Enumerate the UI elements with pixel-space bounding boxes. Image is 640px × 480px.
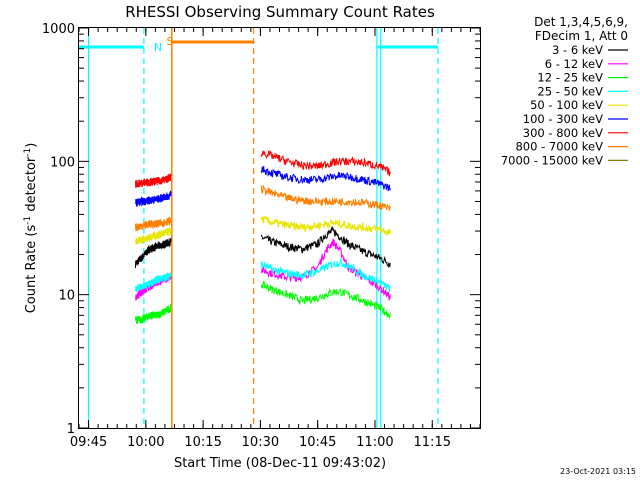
series-line-4 <box>135 226 172 245</box>
footer-date: 23-Oct-2021 03:15 <box>560 467 636 476</box>
x-tick-label: 10:30 <box>242 435 279 450</box>
legend: Det 1,3,4,5,6,9, FDecim 1, Att 0 3 - 6 k… <box>501 15 628 167</box>
x-tick-label: 10:45 <box>299 435 336 450</box>
series-line-6 <box>260 150 391 177</box>
plot-frame <box>78 27 481 429</box>
chart-title: RHESSI Observing Summary Count Rates <box>125 3 435 21</box>
series-line-0 <box>135 237 172 269</box>
legend-label: 50 - 100 keV <box>530 98 603 112</box>
x-axis: 09:45 10:00 10:15 10:30 10:45 11:00 11:15 <box>70 28 481 450</box>
legend-label: 7000 - 15000 keV <box>501 153 603 167</box>
legend-label: 25 - 50 keV <box>537 84 603 98</box>
series-line-7 <box>135 217 172 232</box>
x-tick-label: 09:45 <box>70 435 107 450</box>
x-tick-label: 11:00 <box>356 435 393 450</box>
y-axis: 1 10 100 1000 <box>42 22 480 437</box>
x-tick-label: 11:15 <box>414 435 451 450</box>
y-tick-label: 100 <box>50 155 75 170</box>
legend-label: 100 - 300 keV <box>523 112 603 126</box>
legend-label: 12 - 25 keV <box>537 71 603 85</box>
legend-label: 800 - 7000 keV <box>515 140 603 154</box>
saa-flag-s: S <box>167 35 174 48</box>
y-tick-label: 1000 <box>42 22 75 37</box>
series-line-5 <box>135 190 172 207</box>
x-tick-label: 10:00 <box>127 435 164 450</box>
series-line-6 <box>135 172 172 188</box>
series-line-3 <box>135 272 172 293</box>
eclipse-flag-n: N <box>154 41 162 54</box>
y-axis-label: Count Rate (s-1 detector-1) <box>23 143 39 314</box>
series-line-7 <box>260 184 391 211</box>
legend-label: 300 - 800 keV <box>523 126 603 140</box>
series-line-4 <box>260 214 391 236</box>
x-tick-label: 10:15 <box>184 435 221 450</box>
series-line-2 <box>260 280 391 319</box>
plot-area <box>79 28 439 428</box>
series-line-5 <box>260 165 391 192</box>
legend-label: 6 - 12 keV <box>545 57 603 71</box>
legend-header-line-2: FDecim 1, Att 0 <box>535 29 628 43</box>
series-line-3 <box>260 256 391 293</box>
y-tick-label: 10 <box>58 289 75 304</box>
x-axis-label: Start Time (08-Dec-11 09:43:02) <box>174 456 386 471</box>
legend-label: 3 - 6 keV <box>552 43 603 57</box>
y-tick-label: 1 <box>67 422 75 437</box>
legend-header-line-1: Det 1,3,4,5,6,9, <box>534 15 628 29</box>
series-line-0 <box>260 225 391 269</box>
series-line-2 <box>135 304 172 324</box>
